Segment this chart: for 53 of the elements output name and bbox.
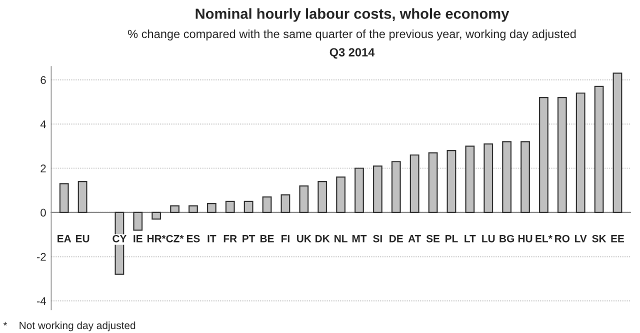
bar	[78, 180, 88, 214]
y-tick-label: -2	[36, 252, 46, 261]
bar	[59, 183, 69, 214]
x-tick-label: UK	[297, 235, 312, 242]
x-tick-label: NL	[334, 235, 348, 242]
x-tick-label: SK	[592, 234, 606, 242]
y-tick-label: 6	[40, 76, 46, 84]
x-tick-label: BE	[260, 235, 274, 242]
x-tick-label: PT	[242, 235, 256, 242]
chart-subtitle: % change compared with the same quarter of the previous year, working day adjusted Q3 2014	[128, 29, 576, 59]
x-tick-label: IE	[134, 235, 142, 242]
x-tick-label: LV	[575, 235, 587, 242]
x-tick-label: EA	[58, 235, 72, 242]
x-tick-label: DK	[316, 235, 330, 242]
y-tick-label: -4	[36, 297, 46, 305]
x-tick-label: BG	[500, 234, 514, 242]
x-tick-label: MT	[352, 235, 367, 242]
x-tick-label: HU	[518, 235, 532, 242]
x-tick-label: FR	[224, 235, 237, 242]
bar	[244, 200, 254, 214]
bar	[318, 180, 328, 214]
bar	[206, 203, 216, 214]
x-tick-label: HR*	[147, 235, 166, 242]
x-tick-label: CY	[112, 234, 127, 242]
x-tick-label: ES	[186, 234, 200, 242]
y-tick-label: 0	[40, 208, 46, 217]
x-tick-label: PL	[446, 235, 458, 242]
bar	[152, 212, 162, 220]
x-tick-label: CZ*	[166, 234, 184, 242]
x-tick-label: AT	[408, 235, 422, 242]
y-tick-label: 4	[40, 120, 46, 128]
bar	[299, 185, 309, 214]
x-tick-label: LU	[482, 235, 495, 242]
y-tick-label: 2	[40, 164, 46, 172]
x-tick-label: LT	[464, 235, 476, 242]
chart-title: Nominal hourly labour costs, whole economy	[196, 8, 510, 22]
x-tick-label: EL*	[536, 235, 552, 242]
bar	[280, 194, 290, 214]
bar	[262, 196, 272, 214]
bar	[225, 200, 235, 214]
x-tick-label: SI	[373, 234, 382, 242]
x-tick-label: RO	[555, 234, 570, 242]
text: * Not working day adjusted	[3, 321, 136, 332]
x-tick-label: SE	[426, 234, 440, 242]
x-tick-label: EU	[76, 235, 90, 242]
bar	[133, 212, 143, 231]
x-tick-label: IT	[208, 235, 216, 242]
bar	[188, 205, 198, 214]
bar	[336, 176, 346, 214]
x-tick-label: DE	[390, 235, 403, 242]
x-tick-label: EE	[611, 235, 624, 242]
x-tick-label: FI	[282, 235, 290, 242]
bar	[170, 205, 180, 214]
